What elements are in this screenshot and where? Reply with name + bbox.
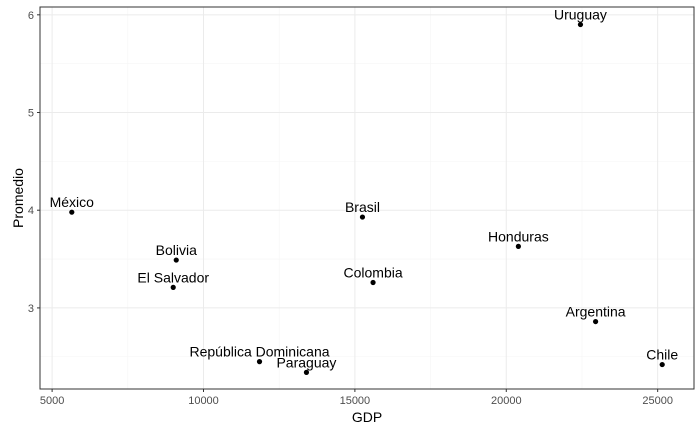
- x-tick-label: 20000: [491, 395, 522, 407]
- panel-border: [39, 6, 695, 390]
- x-tick-label: 5000: [40, 395, 64, 407]
- data-point: [515, 243, 521, 249]
- point-label: Bolivia: [156, 242, 197, 258]
- point-label: El Salvador: [137, 269, 209, 285]
- minor-gridlines: [40, 7, 694, 389]
- point-label: Uruguay: [554, 7, 607, 23]
- y-tick-label: 4: [28, 205, 34, 217]
- data-point: [370, 279, 376, 286]
- point-label: Argentina: [566, 304, 626, 320]
- point-label: Honduras: [488, 228, 549, 244]
- point-label: México: [50, 194, 95, 210]
- data-point: [303, 369, 310, 375]
- data-point: [577, 21, 584, 28]
- y-axis-title: Promedio: [10, 168, 26, 228]
- point-label: Colombia: [343, 265, 402, 281]
- data-point: [592, 318, 599, 325]
- data-point: [170, 284, 176, 290]
- y-tick-label: 5: [28, 108, 34, 120]
- data-points: [69, 21, 665, 375]
- point-label: Chile: [646, 347, 678, 363]
- data-point: [359, 214, 366, 220]
- point-label: República Dominicana: [189, 344, 329, 360]
- data-point: [69, 209, 75, 215]
- data-point: [256, 359, 263, 365]
- y-tick-label: 3: [28, 303, 34, 315]
- data-point: [659, 361, 665, 368]
- point-labels: Uruguay México Brasil Honduras Bolivia Colomb…: [50, 7, 679, 371]
- data-point: [173, 257, 179, 263]
- point-label: Paraguay: [276, 354, 336, 370]
- y-tick-label: 6: [28, 10, 34, 22]
- major-gridlines: [40, 7, 694, 389]
- point-label: Brasil: [345, 199, 380, 215]
- x-axis-ticks: 5000 10000 15000 20000 25000: [40, 389, 673, 407]
- x-tick-label: 25000: [642, 395, 673, 407]
- x-axis-title: GDP: [352, 409, 382, 425]
- x-tick-label: 10000: [188, 395, 219, 407]
- x-tick-label: 15000: [340, 395, 371, 407]
- y-axis-ticks: 3 4 5 6: [28, 10, 40, 315]
